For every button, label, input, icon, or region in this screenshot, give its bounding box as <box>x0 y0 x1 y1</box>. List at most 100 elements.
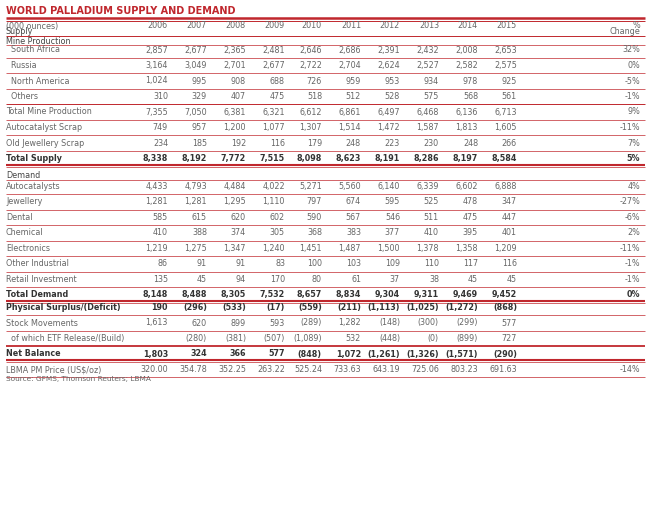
Text: -11%: -11% <box>619 123 640 132</box>
Text: 1,613: 1,613 <box>146 319 168 327</box>
Text: 803.23: 803.23 <box>450 365 478 374</box>
Text: 528: 528 <box>385 92 400 101</box>
Text: 2008: 2008 <box>226 22 246 30</box>
Text: 7,532: 7,532 <box>260 290 285 299</box>
Text: 725.06: 725.06 <box>411 365 439 374</box>
Text: 978: 978 <box>463 77 478 85</box>
Text: 377: 377 <box>385 228 400 237</box>
Text: Autocatalysts: Autocatalysts <box>6 182 61 191</box>
Text: 234: 234 <box>153 138 168 148</box>
Text: (868): (868) <box>493 303 517 312</box>
Text: (448): (448) <box>379 334 400 343</box>
Text: 2009: 2009 <box>265 22 285 30</box>
Text: 6,713: 6,713 <box>495 107 517 117</box>
Text: 8,098: 8,098 <box>297 154 322 163</box>
Text: 110: 110 <box>424 259 439 268</box>
Text: 1,358: 1,358 <box>456 244 478 253</box>
Text: 32%: 32% <box>622 46 640 54</box>
Text: (17): (17) <box>267 303 285 312</box>
Text: 8,305: 8,305 <box>221 290 246 299</box>
Text: 91: 91 <box>236 259 246 268</box>
Text: 8,657: 8,657 <box>297 290 322 299</box>
Text: 518: 518 <box>307 92 322 101</box>
Text: 1,378: 1,378 <box>417 244 439 253</box>
Text: 8,338: 8,338 <box>143 154 168 163</box>
Text: -1%: -1% <box>624 259 640 268</box>
Text: 2,704: 2,704 <box>339 61 361 70</box>
Text: 352.25: 352.25 <box>218 365 246 374</box>
Text: 1,451: 1,451 <box>299 244 322 253</box>
Text: 266: 266 <box>502 138 517 148</box>
Text: 6,140: 6,140 <box>378 182 400 191</box>
Text: 395: 395 <box>463 228 478 237</box>
Text: 2,857: 2,857 <box>145 46 168 54</box>
Text: 80: 80 <box>312 275 322 284</box>
Text: 366: 366 <box>230 350 246 358</box>
Text: 1,307: 1,307 <box>299 123 322 132</box>
Text: (899): (899) <box>456 334 478 343</box>
Text: 374: 374 <box>231 228 246 237</box>
Text: Total Supply: Total Supply <box>6 154 62 163</box>
Text: 2012: 2012 <box>380 22 400 30</box>
Text: 6,612: 6,612 <box>299 107 322 117</box>
Text: 7,772: 7,772 <box>221 154 246 163</box>
Text: (211): (211) <box>337 303 361 312</box>
Text: 2,686: 2,686 <box>339 46 361 54</box>
Text: 643.19: 643.19 <box>372 365 400 374</box>
Text: 8,148: 8,148 <box>143 290 168 299</box>
Text: 9,452: 9,452 <box>492 290 517 299</box>
Text: (280): (280) <box>186 334 207 343</box>
Text: 170: 170 <box>270 275 285 284</box>
Text: 7,515: 7,515 <box>260 154 285 163</box>
Text: 6,339: 6,339 <box>417 182 439 191</box>
Text: 532: 532 <box>346 334 361 343</box>
Text: (1,571): (1,571) <box>445 350 478 358</box>
Text: 525: 525 <box>424 197 439 206</box>
Text: -1%: -1% <box>624 92 640 101</box>
Text: 934: 934 <box>424 77 439 85</box>
Text: 1,219: 1,219 <box>145 244 168 253</box>
Text: 1,487: 1,487 <box>339 244 361 253</box>
Text: 263.22: 263.22 <box>257 365 285 374</box>
Text: 1,605: 1,605 <box>495 123 517 132</box>
Text: 1,803: 1,803 <box>143 350 168 358</box>
Text: 1,295: 1,295 <box>223 197 246 206</box>
Text: Old Jewellery Scrap: Old Jewellery Scrap <box>6 138 84 148</box>
Text: 6,861: 6,861 <box>339 107 361 117</box>
Text: 407: 407 <box>231 92 246 101</box>
Text: 192: 192 <box>230 138 246 148</box>
Text: 688: 688 <box>270 77 285 85</box>
Text: 4,433: 4,433 <box>146 182 168 191</box>
Text: Demand: Demand <box>6 171 40 180</box>
Text: 410: 410 <box>153 228 168 237</box>
Text: 38: 38 <box>429 275 439 284</box>
Text: 6,136: 6,136 <box>456 107 478 117</box>
Text: Jewellery: Jewellery <box>6 197 42 206</box>
Text: (300): (300) <box>418 319 439 327</box>
Text: Autocatalyst Scrap: Autocatalyst Scrap <box>6 123 82 132</box>
Text: (1,025): (1,025) <box>406 303 439 312</box>
Text: -14%: -14% <box>619 365 640 374</box>
Text: 135: 135 <box>153 275 168 284</box>
Text: 1,281: 1,281 <box>146 197 168 206</box>
Text: 9,469: 9,469 <box>453 290 478 299</box>
Text: 8,584: 8,584 <box>492 154 517 163</box>
Text: 1,282: 1,282 <box>339 319 361 327</box>
Text: Others: Others <box>6 92 38 101</box>
Text: 3,164: 3,164 <box>146 61 168 70</box>
Text: Physical Surplus/(Deficit): Physical Surplus/(Deficit) <box>6 303 120 312</box>
Text: 620: 620 <box>192 319 207 327</box>
Text: 478: 478 <box>463 197 478 206</box>
Text: 185: 185 <box>192 138 207 148</box>
Text: 511: 511 <box>424 213 439 222</box>
Text: 2,391: 2,391 <box>378 46 400 54</box>
Text: 512: 512 <box>346 92 361 101</box>
Text: 94: 94 <box>236 275 246 284</box>
Text: 6,468: 6,468 <box>417 107 439 117</box>
Text: 8,623: 8,623 <box>336 154 361 163</box>
Text: 116: 116 <box>502 259 517 268</box>
Text: 2015: 2015 <box>497 22 517 30</box>
Text: 383: 383 <box>346 228 361 237</box>
Text: Change: Change <box>609 27 640 35</box>
Text: Other Industrial: Other Industrial <box>6 259 69 268</box>
